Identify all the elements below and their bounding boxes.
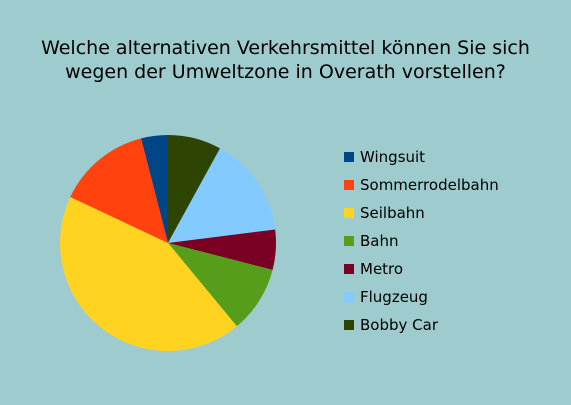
- chart-title-line-2: wegen der Umweltzone in Overath vorstell…: [65, 61, 506, 83]
- pie-slice-wingsuit: [141, 135, 168, 243]
- legend-item: Seilbahn: [344, 199, 499, 227]
- legend-swatch: [344, 264, 354, 274]
- pie-slice-metro: [168, 229, 277, 270]
- legend-label: Sommerrodelbahn: [360, 176, 499, 194]
- legend-swatch: [344, 292, 354, 302]
- legend-item: Bahn: [344, 227, 499, 255]
- legend-swatch: [344, 208, 354, 218]
- legend-item: Bobby Car: [344, 311, 499, 339]
- pie-slice-flugzeug: [168, 148, 276, 243]
- legend-swatch: [344, 180, 354, 190]
- pie-slice-bahn: [168, 243, 273, 327]
- legend-item: Flugzeug: [344, 283, 499, 311]
- pie-slice-sommerrodelbahn: [70, 138, 168, 243]
- chart-title-line-1: Welche alternativen Verkehrsmittel könne…: [41, 37, 530, 59]
- pie-slice-bobby-car: [168, 135, 221, 243]
- legend-label: Metro: [360, 260, 404, 278]
- chart-title: Welche alternativen Verkehrsmittel könne…: [0, 36, 571, 84]
- legend-swatch: [344, 236, 354, 246]
- legend-item: Wingsuit: [344, 143, 499, 171]
- legend-label: Flugzeug: [360, 288, 428, 306]
- legend-item: Sommerrodelbahn: [344, 171, 499, 199]
- legend-label: Seilbahn: [360, 204, 425, 222]
- pie-slice-seilbahn: [60, 197, 237, 352]
- legend: Wingsuit Sommerrodelbahn Seilbahn Bahn M…: [344, 143, 499, 339]
- legend-label: Wingsuit: [360, 148, 426, 166]
- legend-label: Bobby Car: [360, 316, 438, 334]
- legend-item: Metro: [344, 255, 499, 283]
- legend-swatch: [344, 320, 354, 330]
- legend-swatch: [344, 152, 354, 162]
- legend-label: Bahn: [360, 232, 399, 250]
